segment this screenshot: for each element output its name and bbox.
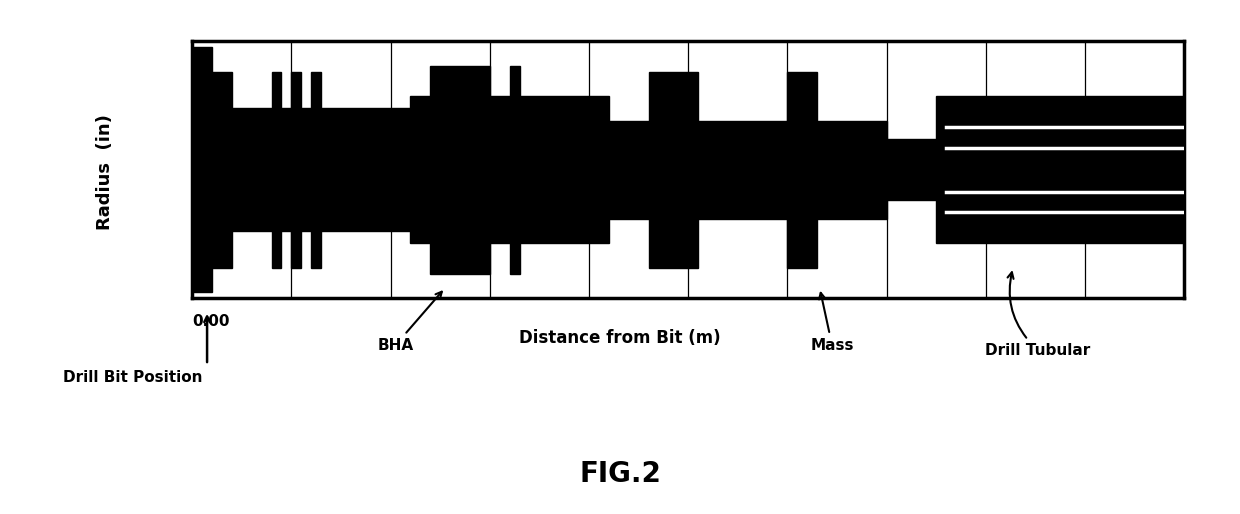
Bar	[490, 96, 510, 170]
Bar	[520, 96, 609, 170]
Bar	[936, 96, 1184, 170]
Bar	[311, 72, 321, 170]
Text: Mass: Mass	[810, 293, 854, 353]
Bar	[787, 170, 817, 267]
Bar	[787, 72, 817, 170]
Bar	[887, 139, 936, 170]
Bar	[609, 121, 649, 170]
Bar	[232, 170, 272, 231]
Text: Drill Tubular: Drill Tubular	[986, 272, 1090, 358]
Bar	[301, 108, 311, 170]
Bar	[520, 170, 609, 243]
Bar	[698, 121, 787, 170]
Bar	[212, 170, 232, 267]
Text: Distance from Bit (m): Distance from Bit (m)	[520, 329, 720, 347]
Bar	[510, 170, 520, 273]
Bar	[192, 47, 212, 170]
Bar	[430, 66, 490, 170]
Bar	[281, 108, 291, 170]
Bar	[291, 170, 301, 267]
Text: BHA: BHA	[377, 292, 441, 353]
Text: FIG.2: FIG.2	[579, 461, 661, 488]
Bar	[649, 170, 698, 267]
Text: 0.00: 0.00	[192, 314, 229, 328]
Bar	[510, 66, 520, 170]
Bar	[301, 170, 311, 231]
Bar	[281, 170, 291, 231]
Bar	[232, 108, 272, 170]
Bar	[272, 170, 281, 267]
Bar	[410, 170, 430, 243]
Bar	[887, 170, 936, 200]
Bar	[192, 170, 212, 292]
Bar	[490, 170, 510, 243]
Bar	[698, 170, 787, 218]
Bar	[212, 72, 232, 170]
Bar	[311, 170, 321, 267]
Bar	[321, 170, 410, 231]
Bar	[410, 96, 430, 170]
Bar	[291, 72, 301, 170]
Bar	[430, 170, 490, 273]
Bar	[321, 108, 410, 170]
Bar	[272, 72, 281, 170]
Text: Drill Bit Position: Drill Bit Position	[63, 370, 202, 385]
Bar	[609, 170, 649, 218]
Text: Radius  (in): Radius (in)	[97, 114, 114, 230]
Bar	[936, 170, 1184, 243]
Bar	[817, 121, 887, 170]
Bar	[817, 170, 887, 218]
Bar	[649, 72, 698, 170]
